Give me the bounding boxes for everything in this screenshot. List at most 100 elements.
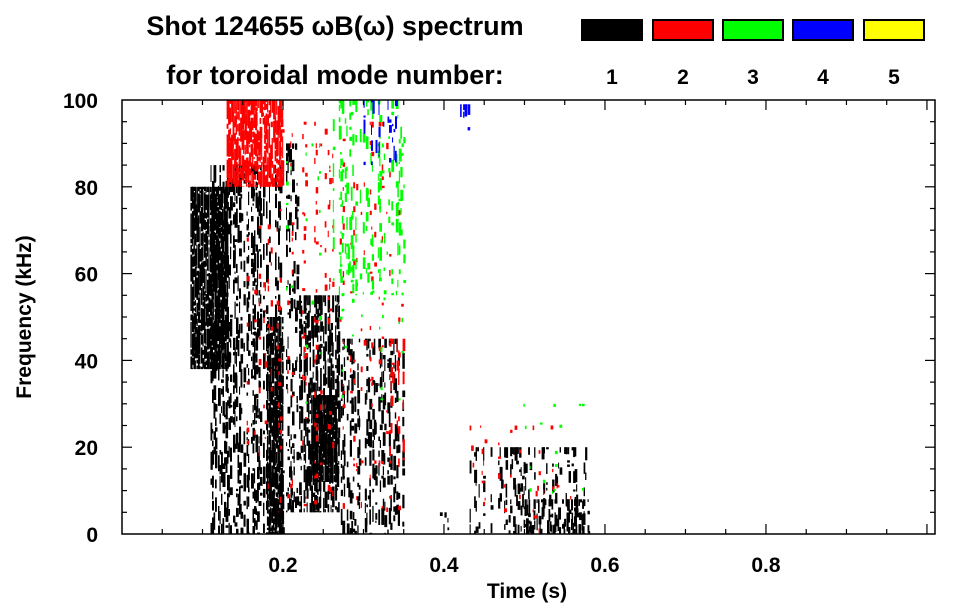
spectrum-mark-mode-1 [522, 494, 524, 508]
spectrum-mark-mode-2 [342, 271, 345, 278]
spectrum-mark-mode-1 [336, 375, 339, 398]
spectrum-mark-mode-1 [346, 461, 349, 468]
spectrum-mark-mode-1 [191, 242, 193, 247]
spectrum-mark-mode-1 [351, 374, 354, 391]
spectrum-mark-mode-3 [553, 488, 556, 492]
spectrum-mark-mode-1 [447, 527, 450, 531]
spectrum-mark-mode-1 [278, 201, 281, 218]
y-tick-label: 20 [75, 437, 98, 460]
spectrum-mark-mode-3 [380, 347, 383, 352]
spectrum-mark-mode-1 [269, 236, 271, 243]
spectrum-mark-mode-2 [360, 328, 363, 332]
spectrum-mark-mode-1 [324, 395, 327, 414]
spectrum-mark-mode-1 [215, 165, 217, 182]
spectrum-mark-mode-1 [447, 518, 449, 523]
spectrum-mark-mode-1 [206, 194, 210, 218]
spectrum-mark-mode-1 [292, 456, 295, 459]
spectrum-mark-mode-1 [236, 375, 238, 393]
spectrum-mark-mode-1 [306, 488, 309, 499]
spectrum-mark-mode-2 [303, 355, 307, 359]
spectrum-mark-mode-1 [354, 519, 357, 526]
spectrum-mark-mode-1 [384, 357, 386, 372]
spectrum-mark-mode-1 [215, 359, 218, 371]
spectrum-mark-mode-3 [344, 184, 348, 188]
spectrum-mark-mode-1 [321, 463, 323, 474]
spectrum-mark-mode-1 [477, 447, 479, 452]
spectrum-mark-mode-1 [218, 221, 221, 227]
spectrum-mark-mode-1 [323, 395, 325, 413]
spectrum-mark-mode-2 [303, 260, 306, 264]
spectrum-mark-mode-3 [379, 170, 383, 177]
spectrum-mark-mode-1 [211, 284, 214, 288]
spectrum-mark-mode-3 [391, 269, 393, 275]
spectrum-mark-mode-1 [276, 221, 279, 232]
spectrum-mark-mode-1 [296, 496, 300, 506]
spectrum-mark-mode-1 [239, 288, 241, 299]
spectrum-mark-mode-3 [377, 173, 379, 181]
spectrum-mark-mode-1 [240, 194, 243, 199]
spectrum-mark-mode-2 [315, 320, 319, 324]
spectrum-mark-mode-1 [269, 333, 273, 355]
spectrum-mark-mode-3 [365, 268, 367, 274]
spectrum-mark-mode-1 [205, 221, 208, 230]
spectrum-mark-mode-2 [353, 458, 355, 461]
spectrum-mark-mode-2 [253, 157, 255, 160]
spectrum-mark-mode-2 [363, 182, 365, 187]
spectrum-mark-mode-1 [393, 506, 396, 512]
spectrum-mark-mode-1 [243, 281, 246, 288]
spectrum-mark-mode-3 [338, 117, 341, 123]
spectrum-mark-mode-1 [311, 395, 313, 424]
spectrum-mark-mode-1 [221, 186, 223, 208]
spectrum-mark-mode-2 [264, 150, 267, 164]
spectrum-mark-mode-1 [309, 399, 313, 404]
spectrum-mark-mode-1 [581, 515, 584, 531]
spectrum-mark-mode-1 [516, 447, 519, 454]
spectrum-mark-mode-1 [348, 482, 351, 498]
spectrum-mark-mode-2 [504, 508, 508, 513]
spectrum-mark-mode-1 [314, 462, 317, 482]
spectrum-mark-mode-3 [382, 314, 384, 319]
spectrum-mark-mode-1 [219, 464, 223, 475]
spectrum-mark-mode-1 [254, 413, 256, 425]
spectrum-mark-mode-2 [314, 121, 316, 126]
spectrum-mark-mode-1 [402, 494, 405, 509]
spectrum-mark-mode-2 [402, 457, 405, 461]
spectrum-mark-mode-1 [551, 524, 553, 534]
spectrum-mark-mode-2 [246, 440, 250, 445]
spectrum-mark-mode-2 [390, 338, 394, 344]
spectrum-mark-mode-1 [220, 226, 223, 233]
spectrum-mark-mode-1 [296, 396, 298, 404]
spectrum-mark-mode-2 [231, 134, 234, 160]
spectrum-mark-mode-1 [215, 497, 217, 512]
spectrum-mark-mode-3 [391, 159, 395, 173]
spectrum-mark-mode-1 [520, 467, 522, 476]
spectrum-mark-mode-1 [205, 367, 208, 370]
spectrum-mark-mode-1 [239, 486, 241, 502]
spectrum-mark-mode-2 [371, 276, 374, 282]
spectrum-mark-mode-2 [270, 100, 272, 117]
spectrum-mark-mode-1 [558, 462, 560, 469]
spectrum-mark-mode-1 [272, 357, 275, 371]
spectrum-mark-mode-2 [353, 182, 356, 189]
spectrum-mark-mode-1 [263, 523, 265, 533]
spectrum-mark-mode-2 [244, 106, 246, 114]
spectrum-mark-mode-1 [227, 325, 230, 339]
spectrum-mark-mode-2 [279, 137, 282, 142]
spectrum-mark-mode-2 [238, 145, 241, 166]
spectrum-mark-mode-3 [349, 112, 352, 120]
spectrum-mark-mode-1 [327, 475, 330, 482]
spectrum-mark-mode-1 [269, 461, 272, 475]
spectrum-mark-mode-1 [296, 300, 300, 310]
spectrum-mark-mode-1 [309, 357, 311, 371]
spectrum-mark-mode-2 [342, 390, 346, 395]
spectrum-mark-mode-1 [300, 445, 304, 453]
spectrum-mark-mode-1 [336, 317, 340, 330]
spectrum-mark-mode-2 [267, 100, 269, 113]
spectrum-mark-mode-1 [237, 493, 241, 506]
spectrum-mark-mode-1 [312, 475, 316, 482]
spectrum-mark-mode-2 [270, 300, 273, 307]
spectrum-mark-mode-1 [373, 338, 376, 355]
spectrum-mark-mode-1 [393, 487, 396, 503]
spectrum-mark-mode-1 [254, 304, 256, 323]
spectrum-mark-mode-1 [351, 425, 355, 431]
